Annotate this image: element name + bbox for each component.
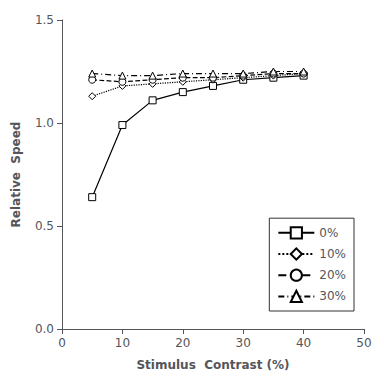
svg-text:10: 10	[115, 336, 130, 350]
svg-text:20: 20	[175, 336, 190, 350]
svg-text:10%: 10%	[319, 247, 346, 261]
svg-text:0.0: 0.0	[35, 322, 54, 336]
svg-text:20%: 20%	[319, 268, 346, 282]
svg-text:30%: 30%	[319, 289, 346, 303]
svg-text:Stimulus Contrast (%): Stimulus Contrast (%)	[136, 358, 289, 372]
svg-text:0%: 0%	[319, 226, 338, 240]
svg-text:40: 40	[296, 336, 311, 350]
svg-text:Relative Speed: Relative Speed	[9, 122, 23, 228]
svg-text:0: 0	[58, 336, 66, 350]
svg-text:50: 50	[356, 336, 371, 350]
svg-text:30: 30	[236, 336, 251, 350]
svg-text:0.5: 0.5	[35, 219, 54, 233]
svg-text:1.0: 1.0	[35, 116, 54, 130]
svg-text:1.5: 1.5	[35, 13, 54, 27]
